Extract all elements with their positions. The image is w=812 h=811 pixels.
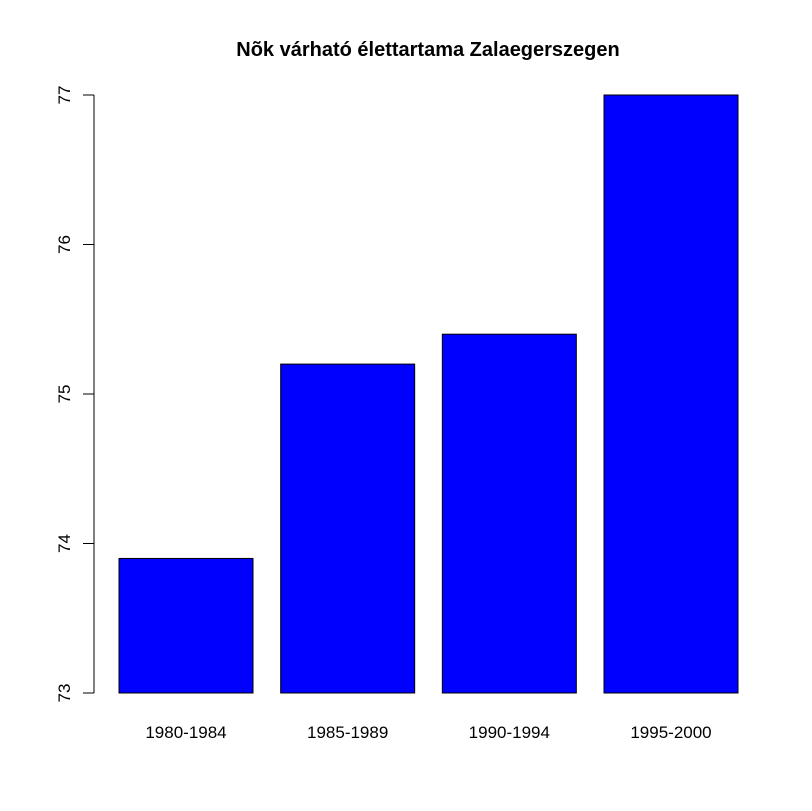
x-tick-label: 1990-1994 (469, 723, 550, 742)
y-axis: 73 74 75 76 77 (55, 86, 95, 703)
bar-1980-1984 (118, 557, 254, 694)
bar-1985-1989 (280, 363, 416, 694)
y-tick-label: 76 (55, 235, 74, 254)
x-axis-labels: 1980-1984 1985-1989 1990-1994 1995-2000 (145, 723, 711, 742)
y-tick-label: 77 (55, 86, 74, 105)
y-tick-label: 75 (55, 385, 74, 404)
chart-title: Nõk várható élettartama Zalaegerszegen (236, 39, 620, 61)
y-tick-label: 73 (55, 684, 74, 703)
bar-1990-1994 (441, 333, 577, 694)
bars (118, 94, 739, 694)
x-tick-label: 1985-1989 (307, 723, 388, 742)
x-tick-label: 1995-2000 (630, 723, 711, 742)
bar-1995-2000 (603, 94, 739, 694)
y-tick-label: 74 (55, 534, 74, 553)
x-tick-label: 1980-1984 (145, 723, 226, 742)
